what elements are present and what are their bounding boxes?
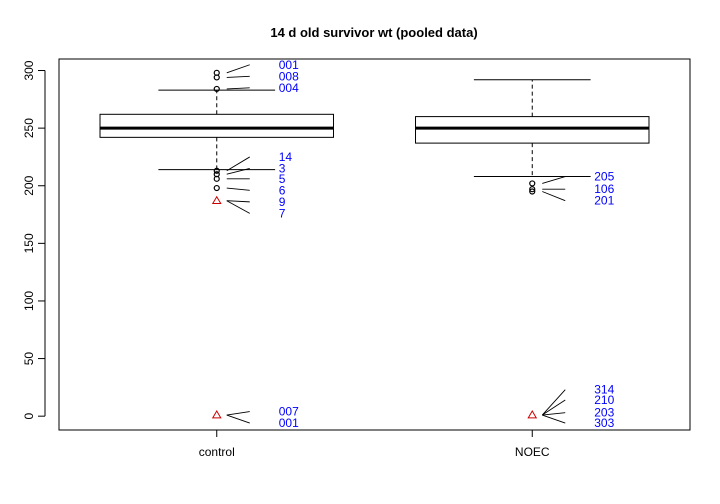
outlier-label: 008 [279, 69, 299, 83]
y-tick-label: 150 [22, 233, 36, 253]
outlier-label: 203 [594, 406, 614, 420]
x-axis: control NOEC [199, 430, 550, 459]
outlier-label: 205 [594, 170, 614, 184]
outlier-point [527, 410, 538, 419]
label-leader [542, 414, 566, 424]
outlier-label: 6 [279, 183, 286, 197]
outlier-point [529, 180, 536, 187]
x-tick-label: NOEC [515, 445, 550, 459]
chart-title: 14 d old survivor wt (pooled data) [270, 25, 477, 40]
outlier-label: 210 [594, 393, 614, 407]
outlier-point [529, 188, 536, 195]
iqr-box [415, 116, 650, 144]
y-tick-label: 100 [22, 291, 36, 311]
y-tick-label: 300 [22, 60, 36, 80]
y-tick-label: 0 [22, 413, 36, 420]
outlier-point [211, 195, 222, 205]
y-tick-label: 250 [22, 118, 36, 138]
y-axis: 0 50 100 150 200 250 300 [22, 60, 46, 420]
outlier-point [213, 175, 220, 182]
label-leader [542, 176, 566, 184]
label-leader [542, 191, 566, 202]
label-leader [541, 389, 566, 416]
outlier-label: 14 [279, 150, 293, 164]
outlier-point [213, 85, 220, 93]
label-leader [226, 156, 250, 172]
outlier-label: 303 [594, 416, 614, 430]
label-leader [226, 200, 250, 203]
label-leader [542, 399, 566, 416]
outlier-point [213, 74, 220, 81]
outlier-label: 007 [279, 405, 299, 419]
iqr-box [99, 113, 334, 138]
outlier-label: 201 [594, 194, 614, 208]
outlier-point [211, 410, 222, 419]
outlier-label: 3 [279, 161, 286, 175]
label-leader [226, 87, 250, 90]
outlier-point [529, 186, 536, 193]
y-tick-label: 50 [22, 352, 36, 366]
outlier-label: 9 [279, 195, 286, 209]
outlier-point [213, 184, 220, 192]
label-leader [226, 75, 250, 78]
label-leader [542, 412, 566, 416]
label-leader [226, 200, 250, 214]
label-leader [226, 187, 250, 191]
outlier-label: 001 [279, 416, 299, 430]
plot-frame [58, 58, 691, 431]
label-leader [226, 64, 250, 74]
label-leader [226, 414, 250, 424]
y-tick-label: 200 [22, 175, 36, 195]
x-tick-label: control [199, 445, 235, 459]
outlier-point [213, 167, 220, 174]
label-leader [226, 168, 250, 175]
outlier-label: 106 [594, 182, 614, 196]
outlier-label: 314 [594, 383, 614, 397]
outlier-label: 001 [279, 58, 299, 72]
label-leader [226, 411, 250, 416]
boxes: 0010080041435697007001205106201314210203… [99, 58, 650, 430]
outlier-label: 5 [279, 172, 286, 186]
outlier-label: 004 [279, 81, 299, 95]
outlier-label: 7 [279, 206, 286, 220]
